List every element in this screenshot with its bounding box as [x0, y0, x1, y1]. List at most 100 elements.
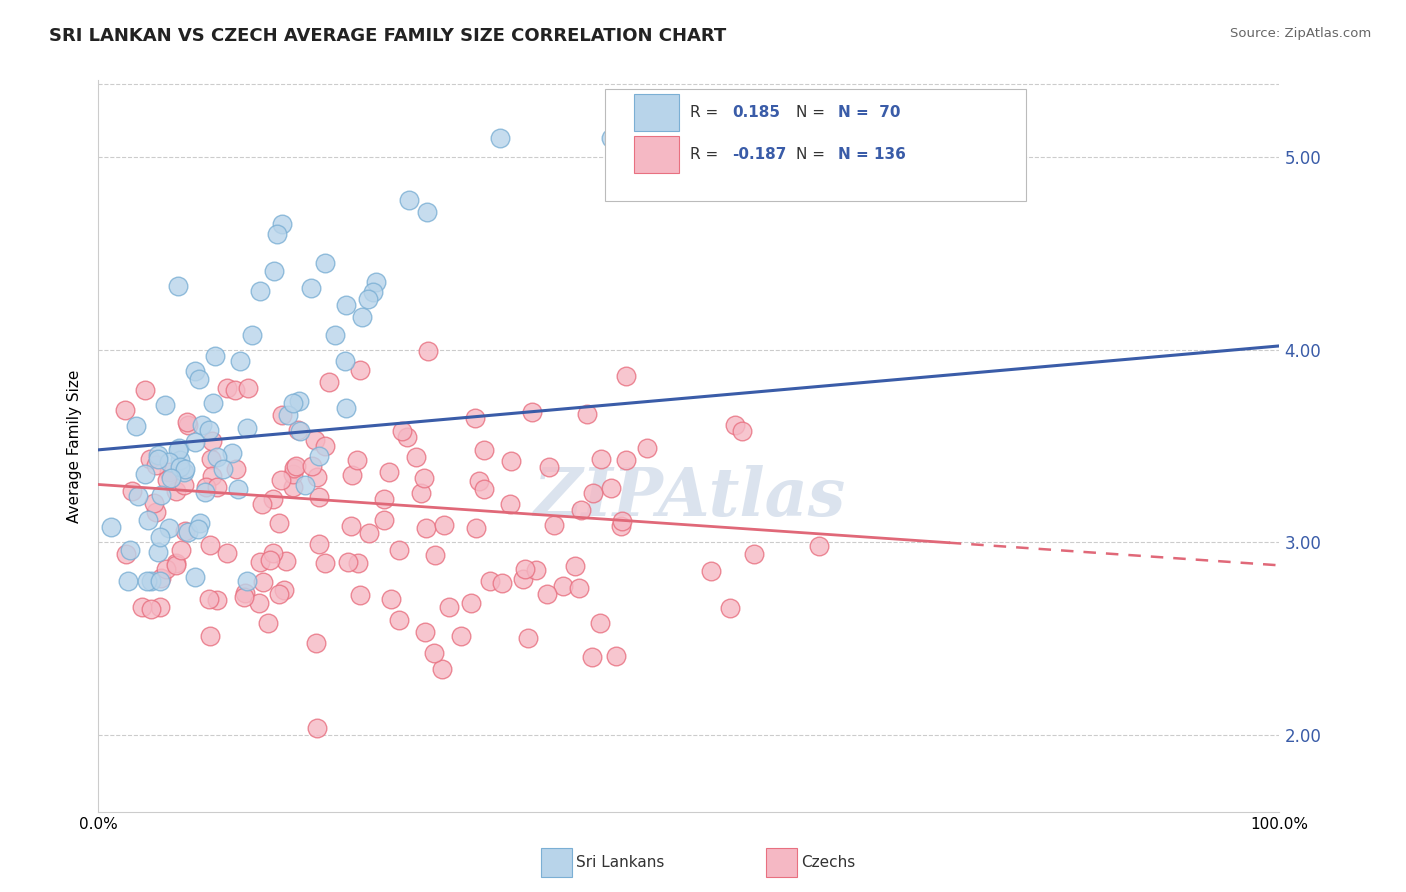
Point	[342, 468, 364, 483]
Text: ZIPAtlas: ZIPAtlas	[533, 465, 845, 530]
Text: 0.185: 0.185	[733, 105, 780, 120]
Point	[581, 650, 603, 665]
Point	[450, 629, 472, 643]
Point	[149, 599, 172, 614]
Text: R =: R =	[690, 105, 724, 120]
Point	[165, 556, 187, 570]
Point	[346, 453, 368, 467]
Point	[125, 419, 148, 434]
Point	[174, 462, 197, 476]
Point	[432, 662, 454, 676]
Point	[136, 574, 159, 588]
Point	[240, 328, 263, 343]
Point	[146, 545, 169, 559]
Point	[141, 574, 163, 588]
Point	[167, 279, 190, 293]
Point	[127, 489, 149, 503]
Point	[187, 522, 209, 536]
Point	[183, 570, 205, 584]
Point	[146, 452, 169, 467]
Point	[233, 590, 256, 604]
Point	[318, 375, 340, 389]
Point	[157, 465, 180, 479]
Point	[589, 616, 612, 631]
Y-axis label: Average Family Size: Average Family Size	[67, 369, 83, 523]
Point	[115, 547, 138, 561]
Point	[157, 521, 180, 535]
Point	[599, 131, 621, 145]
Point	[149, 530, 172, 544]
Point	[204, 349, 226, 363]
Point	[188, 371, 211, 385]
Point	[281, 395, 304, 409]
Point	[145, 505, 167, 519]
Point	[249, 284, 271, 298]
Point	[157, 455, 180, 469]
Point	[184, 364, 207, 378]
Point	[468, 474, 491, 488]
Point	[364, 276, 387, 290]
Point	[153, 398, 176, 412]
Point	[121, 484, 143, 499]
Point	[270, 217, 292, 231]
Point	[194, 484, 217, 499]
Point	[176, 415, 198, 429]
Point	[270, 473, 292, 487]
Text: SRI LANKAN VS CZECH AVERAGE FAMILY SIZE CORRELATION CHART: SRI LANKAN VS CZECH AVERAGE FAMILY SIZE …	[49, 27, 727, 45]
Point	[247, 596, 270, 610]
Point	[198, 423, 221, 437]
Point	[114, 402, 136, 417]
Point	[273, 582, 295, 597]
Point	[250, 497, 273, 511]
Text: Sri Lankans: Sri Lankans	[576, 855, 665, 870]
Point	[155, 562, 177, 576]
Point	[413, 471, 436, 485]
Point	[582, 485, 605, 500]
Point	[340, 518, 363, 533]
Point	[201, 469, 224, 483]
Point	[160, 471, 183, 485]
Point	[357, 526, 380, 541]
Point	[205, 592, 228, 607]
Point	[174, 524, 197, 538]
Point	[501, 454, 523, 468]
Point	[405, 450, 427, 464]
Point	[201, 434, 224, 448]
Point	[217, 380, 239, 394]
Point	[391, 424, 413, 438]
Point	[314, 556, 336, 570]
Point	[277, 408, 299, 422]
Text: Czechs: Czechs	[801, 855, 856, 870]
Point	[333, 353, 356, 368]
Point	[134, 384, 156, 398]
Point	[139, 602, 162, 616]
Point	[165, 483, 187, 498]
Point	[170, 543, 193, 558]
Point	[388, 613, 411, 627]
Point	[553, 580, 575, 594]
Point	[149, 488, 172, 502]
Point	[177, 418, 200, 433]
Point	[636, 442, 658, 456]
Point	[361, 285, 384, 299]
Point	[224, 383, 246, 397]
Point	[415, 521, 437, 535]
Point	[301, 458, 323, 473]
Text: Source: ZipAtlas.com: Source: ZipAtlas.com	[1230, 27, 1371, 40]
Point	[423, 646, 446, 660]
Point	[165, 558, 187, 572]
Point	[252, 574, 274, 589]
Point	[472, 443, 495, 458]
Point	[134, 467, 156, 481]
Point	[610, 519, 633, 533]
Point	[307, 721, 329, 735]
Point	[305, 636, 328, 650]
Point	[569, 503, 592, 517]
Point	[543, 517, 565, 532]
Point	[283, 460, 305, 475]
Point	[536, 587, 558, 601]
Point	[236, 574, 259, 588]
Point	[259, 552, 281, 566]
Point	[472, 483, 495, 497]
Point	[236, 420, 259, 434]
